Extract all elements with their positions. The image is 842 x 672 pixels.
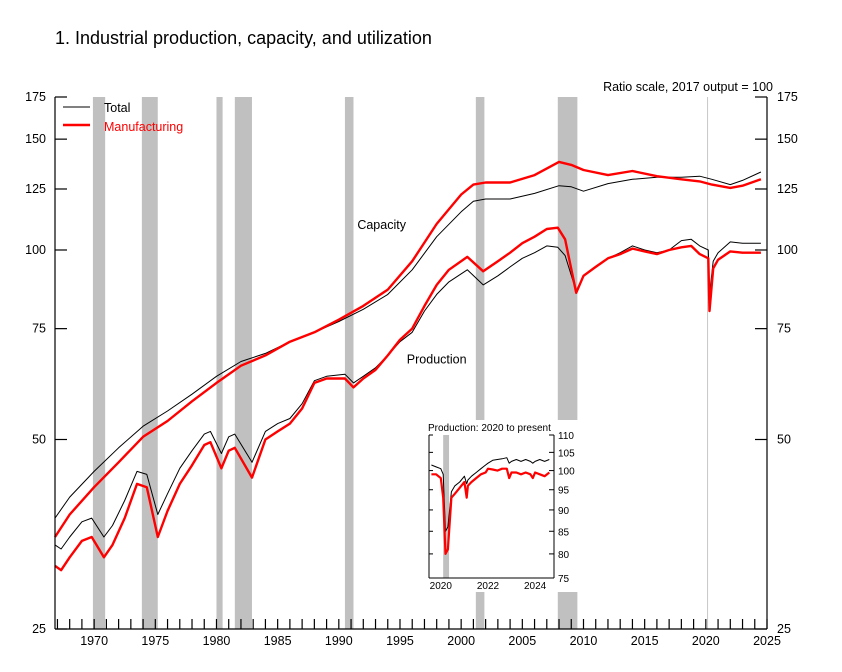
recession-bar-5	[475, 97, 485, 629]
series-line-total-capacity	[54, 171, 762, 519]
inset-y-tick-label-100: 100	[558, 467, 575, 478]
y-tick-label-right-125: 125	[777, 182, 798, 196]
x-tick-label-1990: 1990	[325, 634, 353, 648]
inset-x-ticks: 2020 2022 2024	[430, 581, 547, 592]
x-tick-label-1970: 1970	[80, 634, 108, 648]
legend-label-total: Total	[104, 101, 130, 115]
recession-bar-2	[216, 97, 223, 629]
chart-title: 1. Industrial production, capacity, and …	[55, 28, 432, 48]
inset-x-tick-label-2024: 2024	[524, 581, 547, 592]
inset-y-ticks: 75 80 85 90 95 100 105 110	[429, 431, 575, 585]
inset-y-tick-label-95: 95	[558, 486, 570, 497]
inset-x-tick-label-2022: 2022	[477, 581, 500, 592]
inset-title: Production: 2020 to present	[428, 423, 551, 434]
annotation-capacity: Capacity	[357, 218, 406, 232]
y-tick-label-right-150: 150	[777, 132, 798, 146]
inset-series-line-manufacturing	[431, 467, 550, 556]
series-layer	[53, 160, 762, 572]
recession-bars	[92, 97, 709, 629]
recession-bar-7	[707, 97, 709, 629]
legend: Total Manufacturing	[63, 101, 183, 134]
annotation-production: Production	[407, 353, 467, 367]
inset-y-tick-label-75: 75	[558, 574, 570, 585]
series-line-total-production	[54, 238, 761, 550]
y-tick-label-left-125: 125	[25, 182, 46, 196]
x-tick-label-1995: 1995	[386, 634, 414, 648]
y-tick-label-left-175: 175	[25, 90, 46, 104]
inset-y-tick-label-80: 80	[558, 550, 570, 561]
inset-y-tick-label-85: 85	[558, 527, 570, 538]
recession-bar-4	[344, 97, 354, 629]
y-tick-label-right-100: 100	[777, 243, 798, 257]
inset-series-line-total	[431, 457, 550, 532]
inset-y-tick-label-90: 90	[558, 506, 570, 517]
x-tick-label-1980: 1980	[203, 634, 231, 648]
inset-x-tick-label-2020: 2020	[430, 581, 453, 592]
series-line-manufacturing-capacity	[53, 160, 762, 538]
x-tick-label-2020: 2020	[692, 634, 720, 648]
y-tick-label-left-150: 150	[25, 132, 46, 146]
recession-bar-3	[234, 97, 252, 629]
x-tick-label-1985: 1985	[264, 634, 292, 648]
series-line-manufacturing-production	[54, 226, 761, 572]
recession-bar-0	[92, 97, 106, 629]
y-tick-label-left-50: 50	[32, 432, 46, 446]
inset-recession-bars	[443, 435, 450, 578]
inset-background	[424, 420, 592, 592]
y-tick-label-left-75: 75	[32, 322, 46, 336]
x-tick-label-2010: 2010	[570, 634, 598, 648]
x-tick-label-2015: 2015	[631, 634, 659, 648]
inset-y-tick-label-110: 110	[558, 431, 574, 442]
recession-bar-1	[141, 97, 158, 629]
x-tick-label-2025: 2025	[753, 634, 781, 648]
x-tick-label-2005: 2005	[508, 634, 536, 648]
x-tick-label-1975: 1975	[141, 634, 169, 648]
inset-recession-bar-0	[443, 435, 450, 578]
scale-note: Ratio scale, 2017 output = 100	[603, 80, 773, 94]
legend-label-manufacturing: Manufacturing	[104, 120, 183, 134]
inset-y-tick-label-105: 105	[558, 448, 575, 459]
y-tick-label-right-25: 25	[777, 622, 791, 636]
x-tick-label-2000: 2000	[447, 634, 475, 648]
axes	[54, 97, 768, 630]
inset-series-layer	[431, 457, 550, 556]
y-tick-label-right-75: 75	[777, 322, 791, 336]
y-tick-label-left-25: 25	[32, 622, 46, 636]
inset-chart: Production: 2020 to present 75 80 85 90 95 10…	[424, 420, 592, 592]
y-tick-label-right-175: 175	[777, 90, 798, 104]
y-tick-label-left-100: 100	[25, 243, 46, 257]
y-tick-label-right-50: 50	[777, 432, 791, 446]
x-ticks: 1970 1975 1980 1985 1990 1995 2000 2005 2010 2015…	[56, 619, 781, 648]
